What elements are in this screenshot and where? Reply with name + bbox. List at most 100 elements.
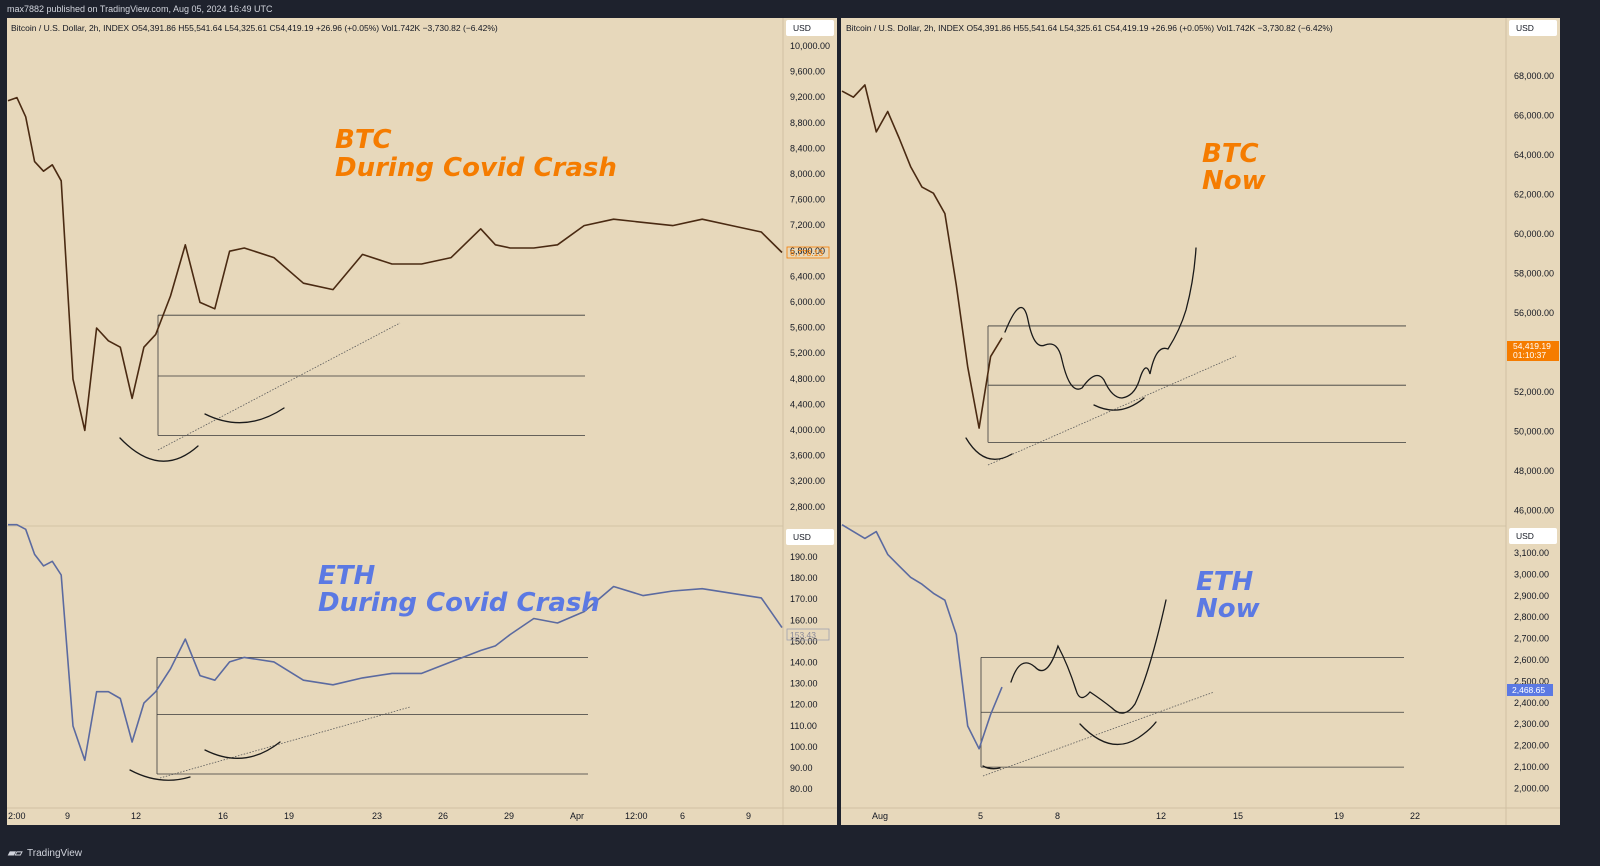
left-top-currency-label: USD [793,23,811,33]
price-tick-label: 2,000.00 [1514,783,1549,793]
price-tick-label: 130.00 [790,679,818,689]
right-top-currency-label: USD [1516,23,1534,33]
right-bottom-currency-button[interactable]: USD [1509,528,1557,544]
price-tick-label: 2,100.00 [1514,762,1549,772]
time-tick-label: 19 [1334,811,1344,821]
chart-annotation-subtitle: During Covid Crash [335,153,617,183]
right-bottom-currency-label: USD [1516,531,1534,541]
price-tick-label: 50,000.00 [1514,427,1554,437]
eth-now-bottom-arc [982,765,1001,770]
footer: ▰▱ TradingView [0,841,1600,866]
price-tick-label: 2,400.00 [1514,698,1549,708]
price-tick-label: 66,000.00 [1514,111,1554,121]
price-tick-label: 2,300.00 [1514,719,1549,729]
price-tick-label: 140.00 [790,658,818,668]
price-tick-label: 9,600.00 [790,67,825,77]
price-tick-label: 2,200.00 [1514,741,1549,751]
time-tick-label: 6 [680,811,685,821]
price-tick-label: 80.00 [790,784,813,794]
price-tick-label: 2,600.00 [1514,655,1549,665]
time-tick-label: Aug [872,811,888,821]
price-tick-label: 190.00 [790,552,818,562]
eth-covid-second-arc [204,741,281,759]
price-tick-label: 6,000.00 [790,297,825,307]
btc-now-second-arc [1093,397,1145,411]
countdown-label: 01:10:37 [1513,350,1546,360]
left-bottom-currency-label: USD [793,532,811,542]
time-tick-label: 9 [746,811,751,821]
time-tick-label: 15 [1233,811,1243,821]
eth-covid-bottom-arc [129,769,191,781]
price-tick-label: 5,200.00 [790,348,825,358]
trendline [157,322,401,451]
chart-annotation-title: BTC [335,125,392,155]
price-tick-label: 52,000.00 [1514,387,1554,397]
price-tick-label: 46,000.00 [1514,506,1554,516]
price-tick-label: 6,400.00 [790,271,825,281]
right-panel [841,18,1560,825]
chart-annotation-subtitle: Now [1196,594,1261,624]
price-tick-label: 2,500.00 [1514,676,1549,686]
time-tick-label: 8 [1055,811,1060,821]
left-top-currency-button[interactable]: USD [786,20,834,36]
time-tick-label: 5 [978,811,983,821]
time-tick-label: 23 [372,811,382,821]
chart-annotation-title: BTC [1202,139,1259,169]
time-tick-label: 16 [218,811,228,821]
price-tick-label: 8,800.00 [790,118,825,128]
last-price-box [786,628,830,641]
price-tick-label: 6,800.00 [790,246,825,256]
price-tick-label: 100.00 [790,742,818,752]
price-tick-label: 64,000.00 [1514,150,1554,160]
price-series-line [8,523,783,762]
price-tick-label: 3,100.00 [1514,548,1549,558]
eth-now-second-arc [1079,721,1157,746]
price-series-line [7,96,783,432]
chart-annotation-title: ETH [1196,567,1253,597]
chart-annotation-subtitle: During Covid Crash [318,588,600,618]
right-top-currency-button[interactable]: USD [1509,20,1557,36]
price-tick-label: 3,200.00 [790,476,825,486]
left-legend: Bitcoin / U.S. Dollar, 2h, INDEX O54,391… [11,23,498,33]
time-tick-label: Apr [570,811,584,821]
price-tick-label: 4,400.00 [790,399,825,409]
tradingview-logo-icon: ▰▱ [8,848,22,859]
price-tick-label: 4,000.00 [790,425,825,435]
price-tick-label: 160.00 [790,615,818,625]
eth-now-projection [1010,599,1167,714]
price-series-line [841,524,1003,750]
price-tick-label: 2,700.00 [1514,634,1549,644]
footer-brand: TradingView [27,848,83,859]
last-price-box [1507,684,1553,696]
price-tick-label: 58,000.00 [1514,269,1554,279]
time-tick-label: 12 [1156,811,1166,821]
time-tick-label: 26 [438,811,448,821]
btc-now-bottom-arc [965,437,1013,460]
chart-annotation-subtitle: Now [1202,166,1267,196]
trendline [982,691,1215,777]
price-tick-label: 56,000.00 [1514,308,1554,318]
left-bottom-currency-button[interactable]: USD [786,529,834,545]
price-tick-label: 3,000.00 [1514,569,1549,579]
price-tick-label: 9,200.00 [790,92,825,102]
trendline [159,706,411,779]
left-panel [7,18,837,825]
time-tick-label: 29 [504,811,514,821]
time-tick-label: 12 [131,811,141,821]
price-tick-label: 3,600.00 [790,451,825,461]
time-tick-label: 9 [65,811,70,821]
price-tick-label: 2,900.00 [1514,591,1549,601]
right-legend: Bitcoin / U.S. Dollar, 2h, INDEX O54,391… [846,23,1333,33]
price-tick-label: 7,200.00 [790,220,825,230]
price-tick-label: 110.00 [790,721,817,731]
price-tick-label: 2,800.00 [790,502,825,512]
price-tick-label: 7,600.00 [790,195,825,205]
price-tick-label: 90.00 [790,763,813,773]
time-tick-label: 19 [284,811,294,821]
time-tick-label: 2:00 [8,811,26,821]
price-tick-label: 8,000.00 [790,169,825,179]
last-price-box [786,246,830,259]
price-tick-label: 60,000.00 [1514,229,1554,239]
price-tick-label: 120.00 [790,700,818,710]
